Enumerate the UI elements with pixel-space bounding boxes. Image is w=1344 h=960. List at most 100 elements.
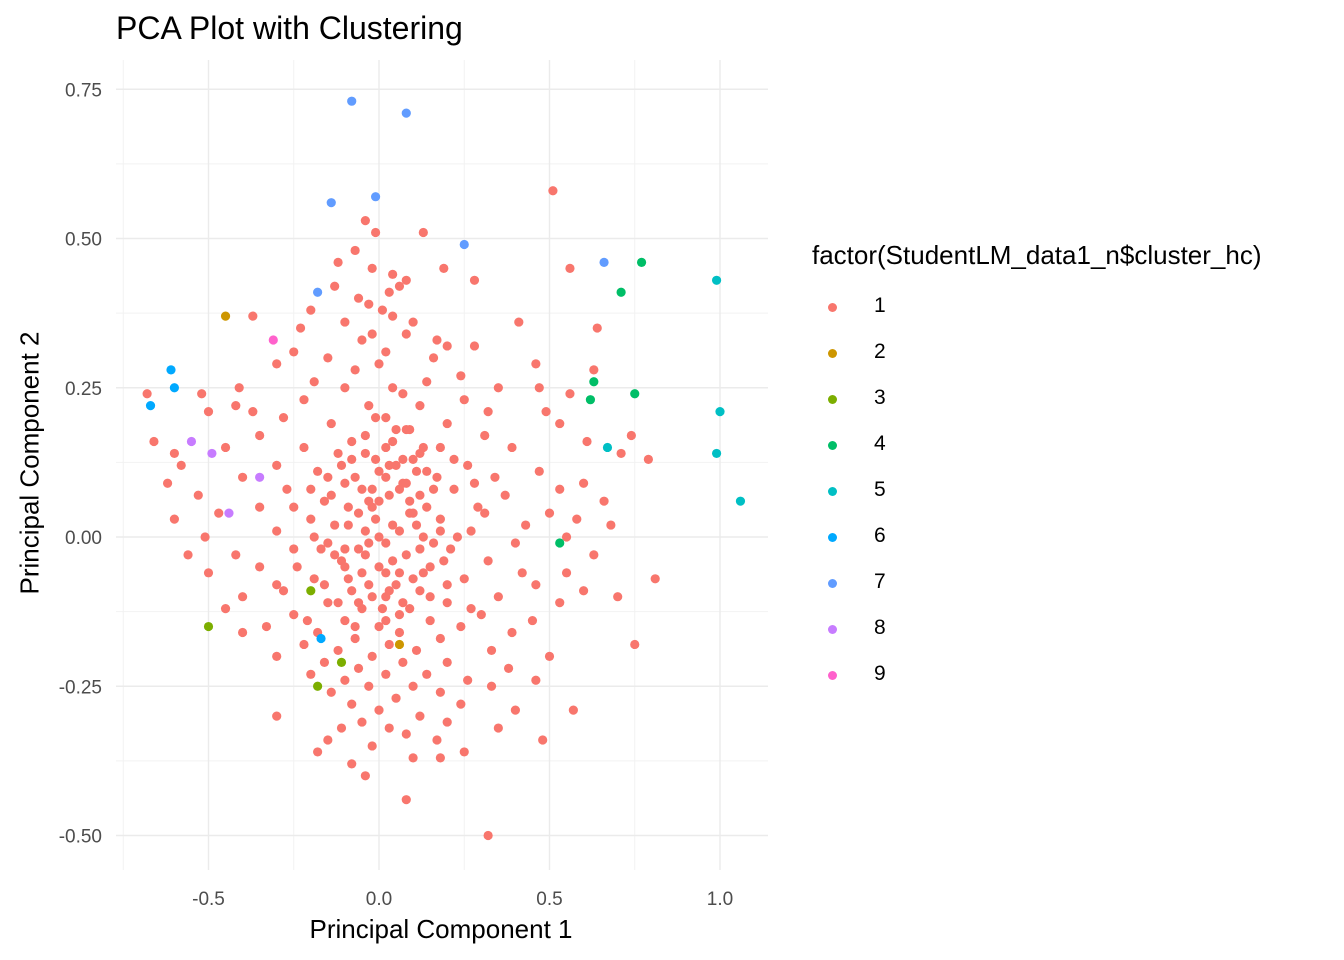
data-point — [299, 442, 309, 453]
data-point — [483, 830, 493, 841]
data-point — [309, 574, 319, 584]
data-point — [169, 448, 179, 459]
data-point — [469, 275, 480, 285]
data-point — [422, 466, 432, 476]
data-point — [289, 347, 299, 357]
data-point — [248, 311, 258, 321]
legend-key-icon — [828, 440, 837, 450]
data-point — [616, 448, 626, 459]
x-axis-title: Principal Component 1 — [309, 914, 573, 944]
data-point — [347, 699, 357, 709]
series-8 — [186, 436, 265, 518]
data-point — [347, 454, 357, 464]
data-point — [238, 627, 248, 638]
data-point — [360, 550, 370, 560]
data-point — [289, 610, 299, 620]
data-point — [388, 520, 398, 530]
data-point — [401, 108, 411, 118]
data-point — [401, 795, 411, 805]
data-point — [463, 675, 473, 685]
data-point — [367, 484, 377, 494]
legend-label: 7 — [874, 570, 886, 593]
y-tick-label: -0.25 — [59, 677, 102, 698]
data-point — [456, 699, 466, 709]
data-point — [350, 365, 360, 375]
data-point — [435, 514, 445, 524]
data-point — [370, 413, 381, 423]
data-point — [466, 604, 476, 614]
data-point — [340, 478, 350, 488]
data-point — [381, 568, 391, 578]
y-tick-label: 0.50 — [65, 230, 102, 251]
data-point — [364, 681, 374, 691]
x-tick-label: -0.5 — [192, 889, 225, 910]
data-point — [255, 502, 265, 512]
data-point — [231, 401, 241, 411]
data-point — [333, 645, 343, 656]
data-point — [313, 681, 323, 691]
data-point — [384, 287, 394, 297]
data-point — [415, 448, 425, 459]
data-point — [272, 580, 282, 590]
data-point — [353, 598, 364, 608]
data-point — [616, 287, 626, 297]
data-point — [350, 633, 360, 644]
data-point — [582, 436, 592, 447]
data-point — [255, 430, 265, 441]
data-point — [306, 484, 316, 494]
data-point — [405, 496, 415, 506]
data-point — [377, 305, 388, 315]
data-point — [435, 633, 445, 644]
legend-key-icon — [828, 624, 837, 634]
data-point — [425, 562, 435, 572]
legend-label: 4 — [874, 432, 886, 455]
data-point — [585, 395, 596, 405]
data-point — [370, 227, 381, 238]
data-point — [422, 669, 432, 679]
data-point — [442, 341, 452, 351]
data-point — [374, 466, 384, 476]
data-point — [391, 693, 401, 703]
data-point — [316, 544, 326, 554]
data-point — [316, 633, 326, 644]
legend-item: 1 — [828, 292, 886, 322]
data-point — [367, 741, 377, 751]
data-point — [503, 663, 514, 673]
x-tick-label: 1.0 — [707, 889, 733, 910]
data-point — [282, 484, 292, 494]
data-point — [381, 413, 391, 423]
data-point — [490, 472, 500, 482]
data-point — [169, 514, 179, 524]
data-point — [418, 532, 428, 542]
data-point — [442, 657, 452, 667]
data-point — [278, 586, 289, 596]
data-point — [510, 538, 520, 548]
x-tick-label: 0.5 — [536, 889, 562, 910]
data-point — [336, 657, 347, 667]
data-point — [459, 395, 469, 405]
data-point — [326, 418, 336, 429]
data-point — [459, 574, 469, 584]
data-point — [272, 711, 282, 721]
data-point — [456, 621, 466, 632]
data-point — [415, 711, 425, 721]
data-point — [391, 460, 401, 470]
legend-label: 1 — [874, 294, 886, 317]
data-point — [606, 520, 616, 530]
data-point — [555, 538, 565, 548]
data-point — [531, 580, 541, 590]
data-point — [299, 395, 309, 405]
data-point — [388, 556, 398, 566]
data-point — [340, 383, 350, 393]
data-point — [340, 317, 350, 327]
data-point — [459, 239, 469, 250]
data-point — [589, 550, 599, 560]
data-point — [381, 347, 391, 357]
data-point — [394, 568, 405, 578]
data-point — [401, 729, 411, 739]
data-point — [486, 681, 497, 691]
data-point — [391, 580, 401, 590]
chart-title: PCA Plot with Clustering — [116, 10, 463, 46]
data-point — [415, 586, 425, 596]
data-point — [630, 639, 640, 650]
